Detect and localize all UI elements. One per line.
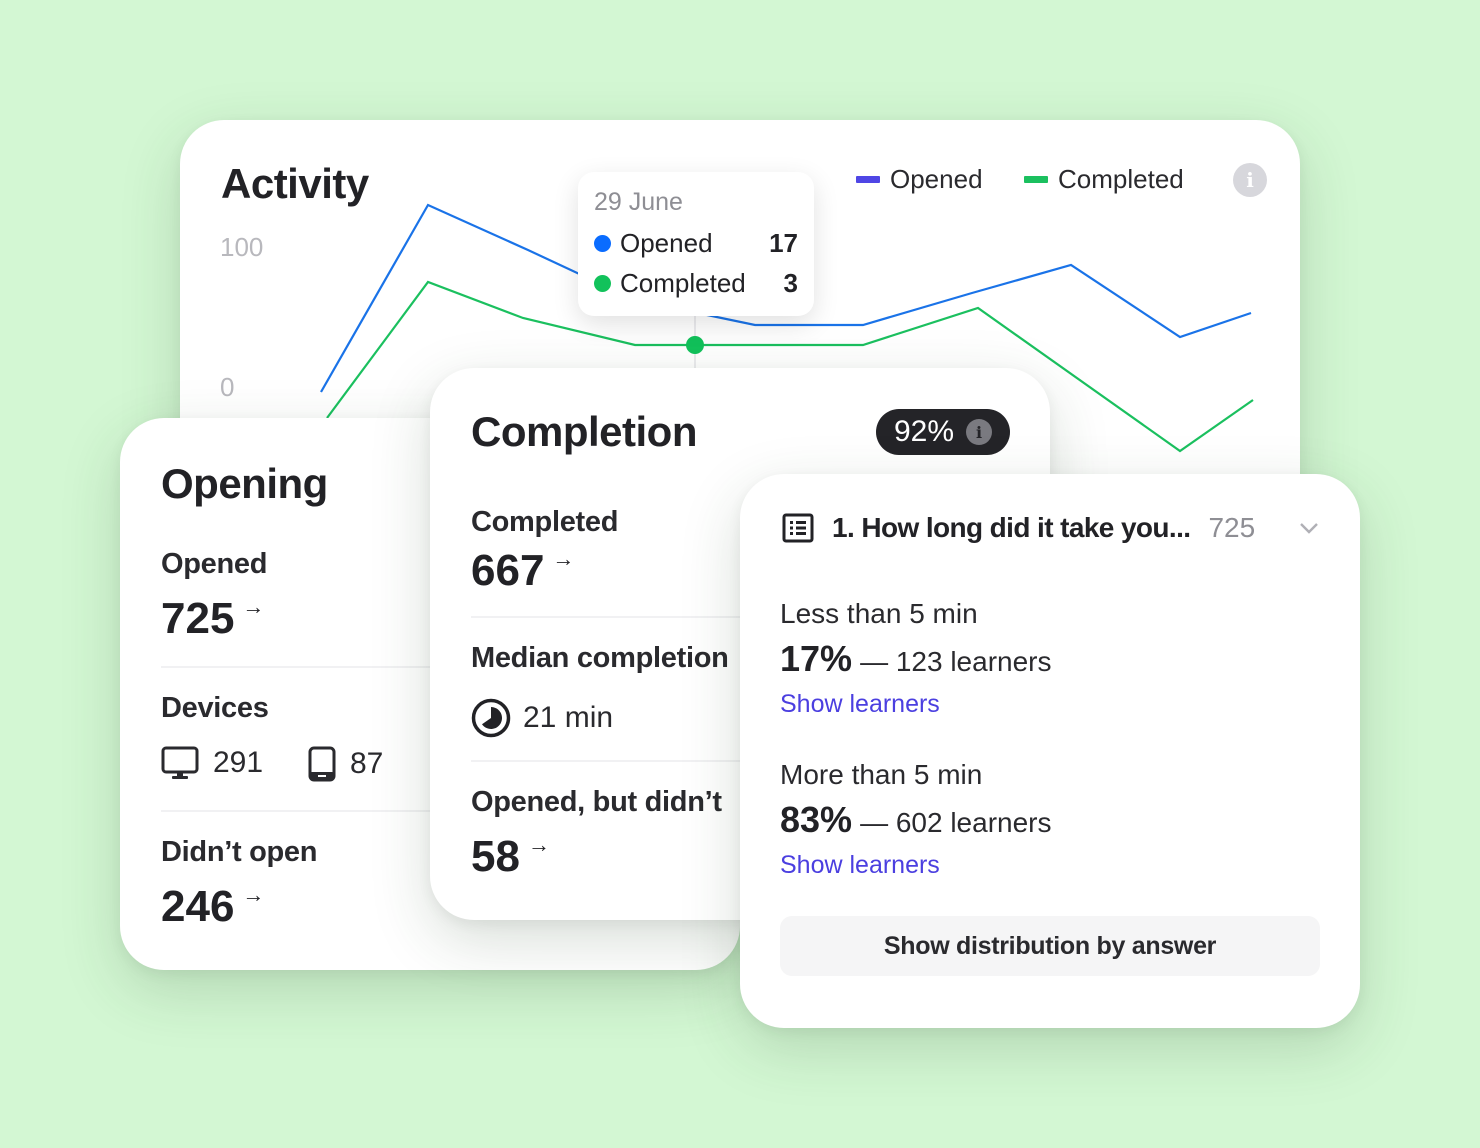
question-card: 1. How long did it take you... 725 Less …: [740, 474, 1360, 1028]
completion-title: Completion: [471, 408, 697, 455]
opened-value-link[interactable]: 725 →: [161, 594, 264, 644]
opened-swatch-icon: [856, 176, 880, 183]
legend-opened-label: Opened: [890, 164, 983, 194]
answer-2-stat: 83% — 602 learners: [780, 799, 1052, 841]
info-icon: i: [966, 419, 993, 445]
legend-completed[interactable]: Completed: [1024, 164, 1184, 195]
legend-opened[interactable]: Opened: [856, 164, 983, 195]
median-completion-value: 21 min: [523, 701, 614, 734]
completion-rate: 92%: [893, 415, 955, 448]
arrow-right-icon: →: [242, 594, 265, 619]
question-header[interactable]: 1. How long did it take you... 725: [782, 506, 1322, 550]
mobile-count: 87: [350, 747, 384, 780]
median-completion: 21 min: [471, 698, 613, 738]
completion-rate-badge[interactable]: 92% i: [876, 409, 1010, 455]
question-response-count: 725: [1208, 512, 1256, 543]
tooltip-row-completed: Completed 3: [594, 263, 798, 303]
answer-2-show-learners-link[interactable]: Show learners: [780, 851, 940, 879]
desktop-count: 291: [213, 746, 264, 779]
show-distribution-button[interactable]: Show distribution by answer: [780, 916, 1320, 976]
tooltip-date: 29 June: [594, 188, 683, 216]
activity-line-chart: [320, 203, 1254, 453]
completed-value: 667: [471, 546, 545, 595]
pie-timer-icon: [471, 698, 511, 738]
tooltip-row-opened: Opened 17: [594, 223, 798, 263]
opened-not-completed-label: Opened, but didn’t: [471, 786, 722, 818]
info-icon[interactable]: i: [1233, 163, 1267, 197]
answer-1-stat: 17% — 123 learners: [780, 638, 1052, 680]
legend-completed-label: Completed: [1058, 164, 1184, 194]
didnt-open-value-link[interactable]: 246 →: [161, 882, 264, 932]
opened-label: Opened: [161, 548, 268, 580]
didnt-open-label: Didn’t open: [161, 836, 318, 868]
y-tick-100: 100: [220, 232, 264, 262]
completed-dot-icon: [594, 274, 611, 292]
divider: [471, 760, 771, 762]
completed-swatch-icon: [1024, 176, 1048, 183]
arrow-right-icon: →: [242, 882, 265, 907]
y-tick-0: 0: [220, 372, 235, 402]
opened-value: 725: [161, 594, 235, 643]
highlighted-data-point[interactable]: [686, 336, 704, 354]
chart-tooltip: 29 June Opened 17 Completed 3: [578, 172, 814, 316]
desktop-icon: [161, 746, 199, 779]
median-completion-label: Median completion: [471, 642, 729, 674]
answer-1-label: Less than 5 min: [780, 598, 978, 629]
divider: [161, 810, 441, 812]
answer-2-percent: 83%: [780, 799, 853, 840]
arrow-right-icon: →: [552, 546, 575, 571]
completed-value-link[interactable]: 667 →: [471, 546, 574, 596]
opened-not-completed-value: 58: [471, 832, 520, 881]
activity-title: Activity: [221, 160, 369, 207]
answer-2-label: More than 5 min: [780, 759, 983, 790]
tablet-icon: [308, 746, 336, 782]
answer-1-percent: 17%: [780, 638, 853, 679]
mobile-devices: 87: [308, 746, 383, 782]
didnt-open-value: 246: [161, 882, 235, 931]
arrow-right-icon: →: [527, 832, 550, 857]
devices-label: Devices: [161, 692, 269, 724]
tooltip-completed-label: Completed: [620, 267, 746, 298]
chevron-down-icon[interactable]: [1298, 521, 1320, 535]
list-question-icon: [782, 513, 814, 543]
opened-series-line: [320, 203, 1252, 393]
answer-1-learners: — 123 learners: [860, 646, 1052, 677]
answer-2-learners: — 602 learners: [860, 807, 1052, 838]
question-title: 1. How long did it take you...: [832, 512, 1191, 543]
tooltip-completed-value: 3: [783, 267, 798, 298]
opened-not-completed-value-link[interactable]: 58 →: [471, 832, 550, 882]
answer-1-show-learners-link[interactable]: Show learners: [780, 690, 940, 718]
divider: [471, 616, 771, 618]
opening-title: Opening: [161, 460, 328, 507]
tooltip-opened-label: Opened: [620, 227, 713, 258]
tooltip-opened-value: 17: [769, 227, 798, 258]
desktop-devices: 291: [161, 746, 263, 780]
opened-dot-icon: [594, 234, 611, 252]
divider: [161, 666, 441, 668]
completed-label: Completed: [471, 506, 619, 538]
